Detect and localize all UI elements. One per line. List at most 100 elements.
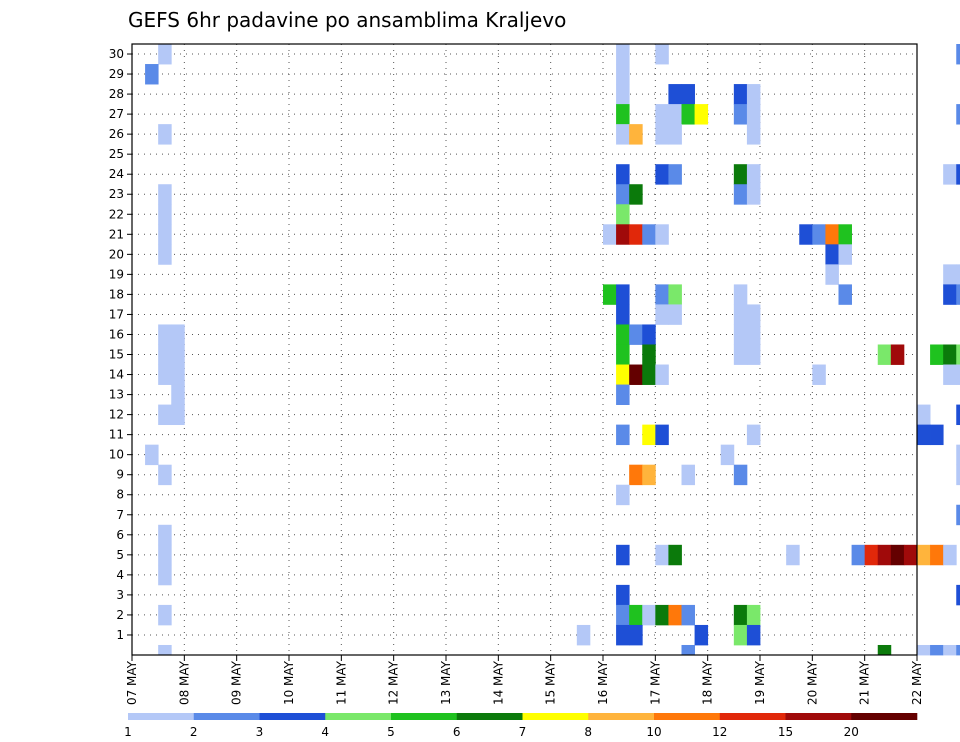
heatmap-cell [642, 424, 656, 446]
heatmap-cell [930, 644, 944, 656]
heatmap-cell [733, 304, 748, 325]
heatmap-cell [838, 224, 852, 245]
heatmap-cell [616, 184, 630, 205]
heatmap-cell [616, 44, 630, 65]
colorbar-segment [325, 713, 392, 720]
heatmap-cell [825, 244, 839, 265]
y-tick-label: 8 [116, 488, 124, 502]
y-tick-label: 2 [116, 608, 124, 622]
heatmap-cell [655, 164, 669, 185]
heatmap-cell [746, 344, 761, 365]
heatmap-cell [158, 364, 172, 385]
heatmap-cell [603, 224, 617, 245]
heatmap-cell [642, 224, 656, 245]
heatmap-cell [171, 384, 185, 405]
heatmap-cell [799, 224, 813, 245]
heatmap-cell [158, 544, 172, 566]
heatmap-cell [812, 224, 826, 245]
heatmap-cell [616, 604, 630, 626]
heatmap-cell [668, 164, 682, 185]
heatmap-cell [655, 124, 669, 145]
heatmap-cell [746, 624, 761, 646]
x-tick-label: 20 MAY [805, 660, 819, 705]
colorbar-label: 3 [256, 725, 264, 739]
x-tick-label: 07 MAY [125, 660, 139, 705]
heatmap-cell [668, 544, 682, 566]
y-tick-label: 18 [109, 287, 124, 301]
heatmap-cell [930, 544, 944, 566]
colorbar-label: 5 [387, 725, 395, 739]
heatmap-cell [903, 544, 918, 566]
x-tick-label: 09 MAY [230, 660, 244, 705]
heatmap-cell [655, 364, 669, 385]
y-tick-label: 1 [116, 628, 124, 642]
heatmap-cell [681, 464, 695, 486]
heatmap-cell [786, 544, 800, 566]
heatmap-cell [956, 584, 960, 606]
y-tick-label: 16 [109, 327, 124, 341]
y-tick-label: 10 [109, 448, 124, 462]
heatmap-cell [917, 644, 931, 656]
y-tick-label: 27 [109, 107, 124, 121]
colorbar-segment [522, 713, 589, 720]
colorbar-label: 12 [712, 725, 727, 739]
heatmap-cell [616, 164, 630, 185]
heatmap-cell [616, 304, 630, 325]
heatmap-cell [825, 224, 839, 245]
heatmap-cell [642, 464, 656, 486]
heatmap-cell [616, 104, 630, 125]
heatmap-cell [733, 604, 748, 626]
heatmap-cells [145, 44, 960, 656]
heatmap-cell [681, 604, 695, 626]
y-axis: 1234567891011121314151617181920212223242… [109, 47, 132, 642]
heatmap-cell [616, 584, 630, 606]
heatmap-cell [629, 624, 643, 646]
x-tick-label: 15 MAY [544, 660, 558, 705]
heatmap-cell [158, 644, 172, 656]
heatmap-cell [930, 344, 944, 365]
heatmap-cell [655, 224, 669, 245]
heatmap-cell [616, 544, 630, 566]
heatmap-cell [158, 44, 172, 65]
heatmap-cell [158, 224, 172, 245]
heatmap-cell [655, 104, 669, 125]
heatmap-cell [746, 84, 761, 105]
heatmap-cell [616, 84, 630, 105]
y-tick-label: 3 [116, 588, 124, 602]
colorbar-segment [391, 713, 458, 720]
heatmap-cell [158, 564, 172, 586]
heatmap-cell [877, 344, 892, 365]
heatmap-cell [668, 104, 682, 125]
heatmap-cell [733, 464, 748, 486]
colorbar-label: 7 [519, 725, 527, 739]
heatmap-cell [655, 284, 669, 305]
heatmap-cell [616, 364, 630, 385]
x-tick-label: 14 MAY [491, 660, 505, 705]
heatmap-cell [668, 304, 682, 325]
y-tick-label: 6 [116, 528, 124, 542]
heatmap-cell [158, 204, 172, 225]
heatmap-cell [733, 84, 748, 105]
heatmap-cell [642, 364, 656, 385]
y-tick-label: 24 [109, 167, 124, 181]
colorbar-label: 8 [584, 725, 592, 739]
heatmap-cell [616, 484, 630, 506]
heatmap-cell [943, 644, 957, 656]
grid [132, 44, 917, 655]
y-tick-label: 19 [109, 267, 124, 281]
heatmap-cell [851, 544, 866, 566]
heatmap-cell [655, 44, 669, 65]
heatmap-cell [956, 504, 960, 526]
heatmap-cell [642, 344, 656, 365]
heatmap-cell [746, 604, 761, 626]
heatmap-cell [733, 284, 748, 305]
heatmap-cell [943, 344, 957, 365]
y-tick-label: 13 [109, 388, 124, 402]
heatmap-cell [877, 644, 892, 656]
heatmap-cell [145, 444, 159, 466]
heatmap-cell [668, 604, 682, 626]
y-tick-label: 17 [109, 307, 124, 321]
y-tick-label: 5 [116, 548, 124, 562]
heatmap-cell [655, 424, 669, 446]
heatmap-cell [655, 604, 669, 626]
